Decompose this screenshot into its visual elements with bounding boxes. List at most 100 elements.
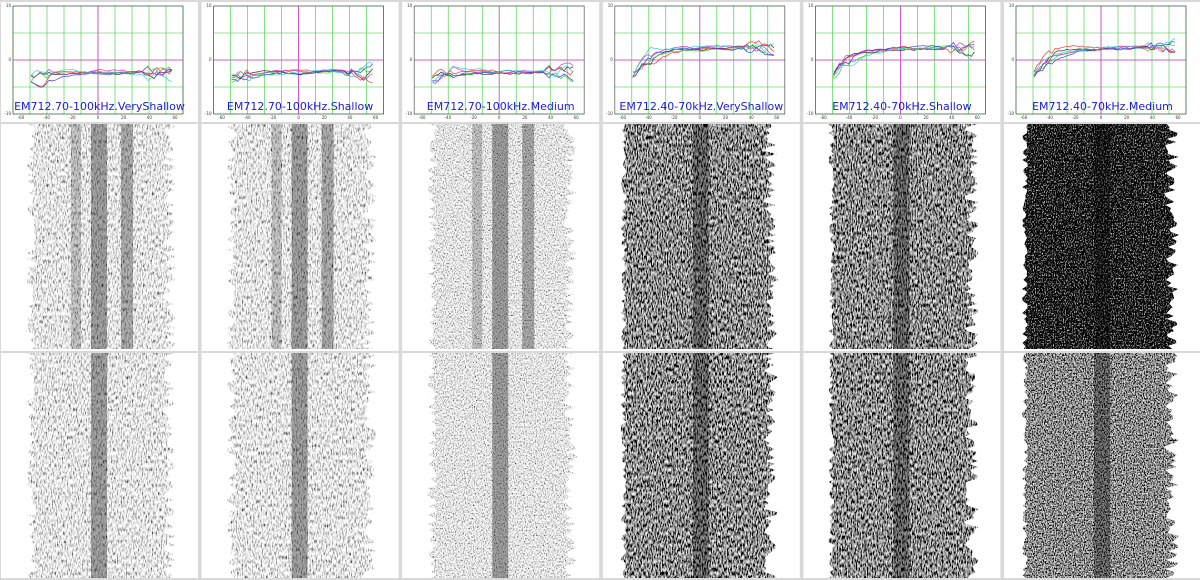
panel-label: EM712.40-70kHz.Shallow bbox=[832, 100, 971, 113]
profile-curve bbox=[833, 45, 975, 75]
panel-label: EM712.70-100kHz.Medium bbox=[427, 100, 575, 113]
x-tick-label: -60 bbox=[18, 115, 25, 120]
x-tick-label: 60 bbox=[574, 115, 580, 120]
profile-curve bbox=[432, 62, 574, 85]
y-tick-label: 10 bbox=[6, 3, 12, 8]
plot-frame bbox=[1015, 5, 1187, 115]
x-tick-label: -60 bbox=[1021, 115, 1028, 120]
chart-panel bbox=[402, 2, 600, 122]
profile-curve bbox=[632, 44, 774, 78]
x-tick-label: -40 bbox=[244, 115, 251, 120]
y-tick-label: 0 bbox=[1011, 57, 1014, 62]
y-tick-label: 0 bbox=[811, 57, 814, 62]
x-tick-label: 20 bbox=[322, 115, 328, 120]
profile-curve bbox=[30, 69, 173, 88]
x-tick-label: 60 bbox=[774, 115, 780, 120]
x-tick-label: 20 bbox=[522, 115, 528, 120]
plot-frame bbox=[413, 5, 585, 115]
x-tick-label: 60 bbox=[975, 115, 981, 120]
x-tick-label: 0 bbox=[498, 115, 501, 120]
backscatter-image bbox=[1022, 353, 1179, 578]
x-tick-label: 40 bbox=[749, 115, 755, 120]
y-tick-label: -10 bbox=[807, 111, 814, 116]
x-tick-label: 40 bbox=[949, 115, 955, 120]
profile-curve bbox=[231, 69, 373, 83]
y-tick-label: -10 bbox=[406, 111, 413, 116]
y-tick-label: 10 bbox=[407, 3, 413, 8]
y-tick-label: 0 bbox=[410, 57, 413, 62]
chart-panel bbox=[1004, 2, 1200, 122]
y-tick-label: 0 bbox=[8, 57, 11, 62]
x-tick-label: -40 bbox=[1046, 115, 1053, 120]
chart-panel bbox=[1, 2, 198, 122]
x-tick-label: 40 bbox=[347, 115, 353, 120]
x-tick-label: 0 bbox=[297, 115, 300, 120]
plot-frame bbox=[213, 5, 384, 115]
x-tick-label: -40 bbox=[645, 115, 652, 120]
x-tick-label: 60 bbox=[172, 115, 178, 120]
x-tick-label: 0 bbox=[1100, 115, 1103, 120]
x-tick-label: 20 bbox=[121, 115, 127, 120]
y-tick-label: 10 bbox=[1009, 3, 1015, 8]
plot-frame bbox=[614, 5, 786, 115]
backscatter-image bbox=[226, 124, 377, 349]
profile-curve bbox=[231, 61, 373, 79]
x-tick-label: -20 bbox=[671, 115, 678, 120]
backscatter-image bbox=[427, 124, 577, 349]
backscatter-image bbox=[427, 353, 578, 578]
backscatter-image bbox=[620, 353, 778, 578]
y-tick-label: 10 bbox=[808, 3, 814, 8]
x-tick-label: 20 bbox=[924, 115, 930, 120]
panel-label: EM712.40-70kHz.Medium bbox=[1032, 100, 1173, 113]
profile-curve bbox=[1033, 38, 1176, 77]
x-tick-label: 0 bbox=[699, 115, 702, 120]
profile-curve bbox=[30, 66, 173, 87]
profile-curve bbox=[30, 66, 173, 78]
y-tick-label: -10 bbox=[4, 111, 11, 116]
plot-frame bbox=[815, 5, 986, 115]
x-tick-label: 40 bbox=[548, 115, 554, 120]
profile-curve bbox=[833, 44, 975, 75]
panel-label: EM712.70-100kHz.VeryShallow bbox=[14, 100, 185, 113]
y-tick-label: -10 bbox=[1007, 111, 1014, 116]
profile-curve bbox=[632, 42, 774, 77]
x-tick-label: -40 bbox=[445, 115, 452, 120]
plot-frame bbox=[12, 5, 184, 115]
x-tick-label: -20 bbox=[871, 115, 878, 120]
x-tick-label: 0 bbox=[97, 115, 100, 120]
y-tick-label: 0 bbox=[209, 57, 212, 62]
backscatter-image bbox=[828, 124, 979, 349]
profile-curve bbox=[632, 40, 775, 77]
x-tick-label: -60 bbox=[820, 115, 827, 120]
backscatter-image bbox=[26, 353, 176, 578]
x-tick-label: -40 bbox=[43, 115, 50, 120]
x-tick-label: 60 bbox=[1175, 115, 1181, 120]
x-tick-label: -20 bbox=[1072, 115, 1079, 120]
y-tick-label: 0 bbox=[610, 57, 613, 62]
profile-curve bbox=[1033, 45, 1176, 73]
backscatter-image bbox=[828, 353, 979, 578]
x-tick-label: -20 bbox=[470, 115, 477, 120]
backscatter-image bbox=[226, 353, 377, 578]
backscatter-image bbox=[1022, 124, 1179, 349]
y-tick-label: -10 bbox=[205, 111, 212, 116]
profile-curve bbox=[833, 40, 975, 78]
y-tick-label: 10 bbox=[608, 3, 614, 8]
chart-panel bbox=[602, 2, 800, 122]
backscatter-image bbox=[26, 124, 176, 349]
profile-curve bbox=[30, 68, 173, 82]
backscatter-image bbox=[620, 124, 778, 349]
x-tick-label: -40 bbox=[846, 115, 853, 120]
y-tick-label: -10 bbox=[606, 111, 613, 116]
panel-label: EM712.40-70kHz.VeryShallow bbox=[619, 100, 783, 113]
x-tick-label: -20 bbox=[270, 115, 277, 120]
x-tick-label: 20 bbox=[1124, 115, 1130, 120]
x-tick-label: -60 bbox=[620, 115, 627, 120]
x-tick-label: 40 bbox=[147, 115, 153, 120]
x-tick-label: 20 bbox=[723, 115, 729, 120]
y-tick-label: 10 bbox=[207, 3, 213, 8]
chart-panel bbox=[803, 2, 1001, 122]
profile-curve bbox=[30, 69, 173, 80]
profile-curve bbox=[1033, 41, 1176, 75]
